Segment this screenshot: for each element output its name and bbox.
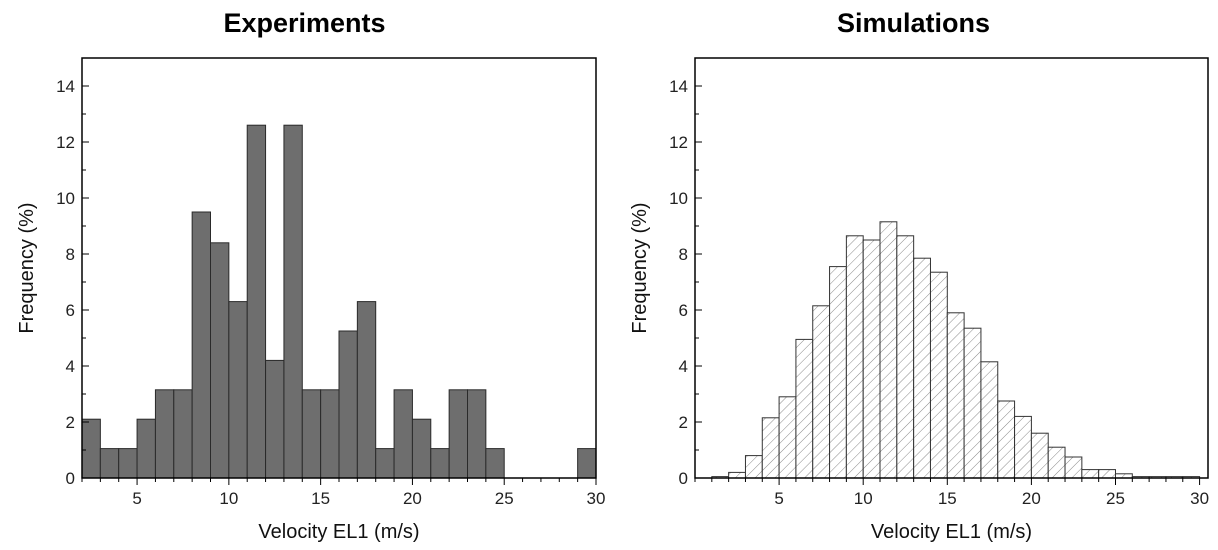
- histogram-bar: [829, 266, 847, 479]
- x-axis: 5 10 15 20 25 30: [81, 478, 606, 508]
- x-tick-label: 20: [1022, 489, 1041, 508]
- histogram-bar: [980, 361, 999, 479]
- histogram-bar: [338, 330, 358, 479]
- bars: [711, 221, 1201, 479]
- y-axis: 0 2 4 6 8 10 12 14: [669, 57, 702, 488]
- histogram-bar: [1081, 469, 1100, 479]
- y-tick-label: 4: [66, 357, 75, 376]
- histogram-bar: [1014, 415, 1032, 479]
- x-tick-label: 15: [938, 489, 957, 508]
- histogram-bar: [1030, 432, 1049, 479]
- y-tick-label: 14: [56, 77, 75, 96]
- histogram-bar: [879, 221, 898, 479]
- y-tick-label: 8: [679, 245, 688, 264]
- chart-title: Simulations: [836, 8, 991, 38]
- histogram-bar: [173, 389, 193, 479]
- x-axis-title: Velocity EL1 (m/s): [258, 521, 419, 543]
- y-tick-label: 10: [669, 189, 688, 208]
- histogram-bar: [375, 448, 395, 479]
- y-tick-label: 6: [66, 301, 75, 320]
- y-tick-label: 6: [679, 301, 688, 320]
- y-tick-label: 12: [669, 133, 688, 152]
- histogram-bar: [467, 389, 487, 479]
- histogram-bar: [283, 124, 303, 479]
- histogram-bar: [485, 448, 505, 479]
- histogram-bar: [1098, 469, 1116, 479]
- histogram-bar: [1047, 446, 1066, 479]
- histogram-bar: [265, 359, 285, 479]
- histogram-bar: [862, 239, 881, 479]
- y-tick-label: 10: [56, 189, 75, 208]
- histogram-bar: [99, 448, 120, 479]
- histogram-bar: [761, 417, 780, 479]
- histogram-bar: [210, 242, 230, 479]
- histogram-bar: [246, 124, 267, 479]
- histogram-bar: [896, 235, 915, 479]
- histogram-bar: [728, 471, 746, 479]
- x-tick-label: 25: [495, 489, 514, 508]
- x-tick-label: 5: [774, 489, 783, 508]
- histogram-bar: [778, 396, 797, 479]
- y-tick-label: 0: [66, 469, 75, 488]
- histogram-bar: [929, 271, 948, 479]
- y-tick-label: 8: [66, 245, 75, 264]
- x-tick-label: 20: [403, 489, 422, 508]
- x-tick-label: 30: [1190, 489, 1209, 508]
- histogram-bar: [301, 389, 322, 479]
- x-tick-label: 10: [854, 489, 873, 508]
- histogram-bar: [946, 312, 965, 479]
- y-tick-label: 2: [679, 413, 688, 432]
- histogram-bar: [430, 448, 450, 479]
- x-tick-label: 25: [1106, 489, 1125, 508]
- x-axis-title: Velocity EL1 (m/s): [871, 521, 1032, 543]
- histogram-bar: [191, 211, 211, 479]
- y-tick-label: 12: [56, 133, 75, 152]
- histogram-bar: [997, 400, 1016, 479]
- histogram-bar: [1064, 456, 1083, 479]
- y-tick-label: 4: [679, 357, 688, 376]
- histogram-bar: [913, 257, 931, 479]
- experiments-histogram: 0 2 4 6 8 10 12 14 5 10 15 20 25 30 Velocity EL1 (m/s)…: [16, 57, 606, 543]
- histogram-bar: [154, 389, 175, 479]
- x-axis: 5 10 15 20 25 30: [694, 478, 1209, 508]
- histogram-bar: [81, 418, 101, 479]
- x-tick-label: 10: [219, 489, 238, 508]
- histogram-bar: [228, 301, 248, 479]
- simulations-panel: Simulations 0 2 4 6 8 10 12 14 5 10 15 20 25 30 Veloci…: [609, 0, 1218, 550]
- histogram-bar: [411, 418, 432, 479]
- y-tick-label: 0: [679, 469, 688, 488]
- histogram-bar: [136, 418, 156, 479]
- simulations-histogram: 0 2 4 6 8 10 12 14 5 10 15 20 25 30 Velocity EL1 (m/s)…: [629, 57, 1209, 543]
- histogram-bar: [744, 455, 763, 479]
- histogram-bar: [577, 448, 597, 479]
- y-axis-title: Frequency (%): [629, 202, 651, 333]
- histogram-bar: [356, 301, 377, 479]
- experiments-panel: Experiments 0 2 4 6 8 10 12 14 5 10 15 20 25 30 Veloci…: [16, 8, 606, 543]
- histogram-bar: [448, 389, 468, 479]
- bars: [81, 124, 597, 479]
- y-axis-title: Frequency (%): [16, 202, 38, 333]
- y-axis: 0 2 4 6 8 10 12 14: [56, 57, 89, 488]
- histogram-bar: [118, 448, 138, 479]
- y-tick-label: 14: [669, 77, 688, 96]
- chart-title: Experiments: [223, 8, 386, 38]
- histogram-bar: [845, 235, 864, 479]
- histogram-bar: [812, 305, 831, 479]
- x-tick-label: 15: [311, 489, 330, 508]
- x-tick-label: 5: [132, 489, 141, 508]
- y-tick-label: 2: [66, 413, 75, 432]
- plot-frame: [694, 57, 1209, 479]
- histogram-bar: [795, 338, 814, 479]
- histogram-bar: [320, 389, 340, 479]
- x-tick-label: 30: [587, 489, 606, 508]
- histogram-bar: [963, 327, 982, 479]
- histogram-bar: [393, 389, 413, 479]
